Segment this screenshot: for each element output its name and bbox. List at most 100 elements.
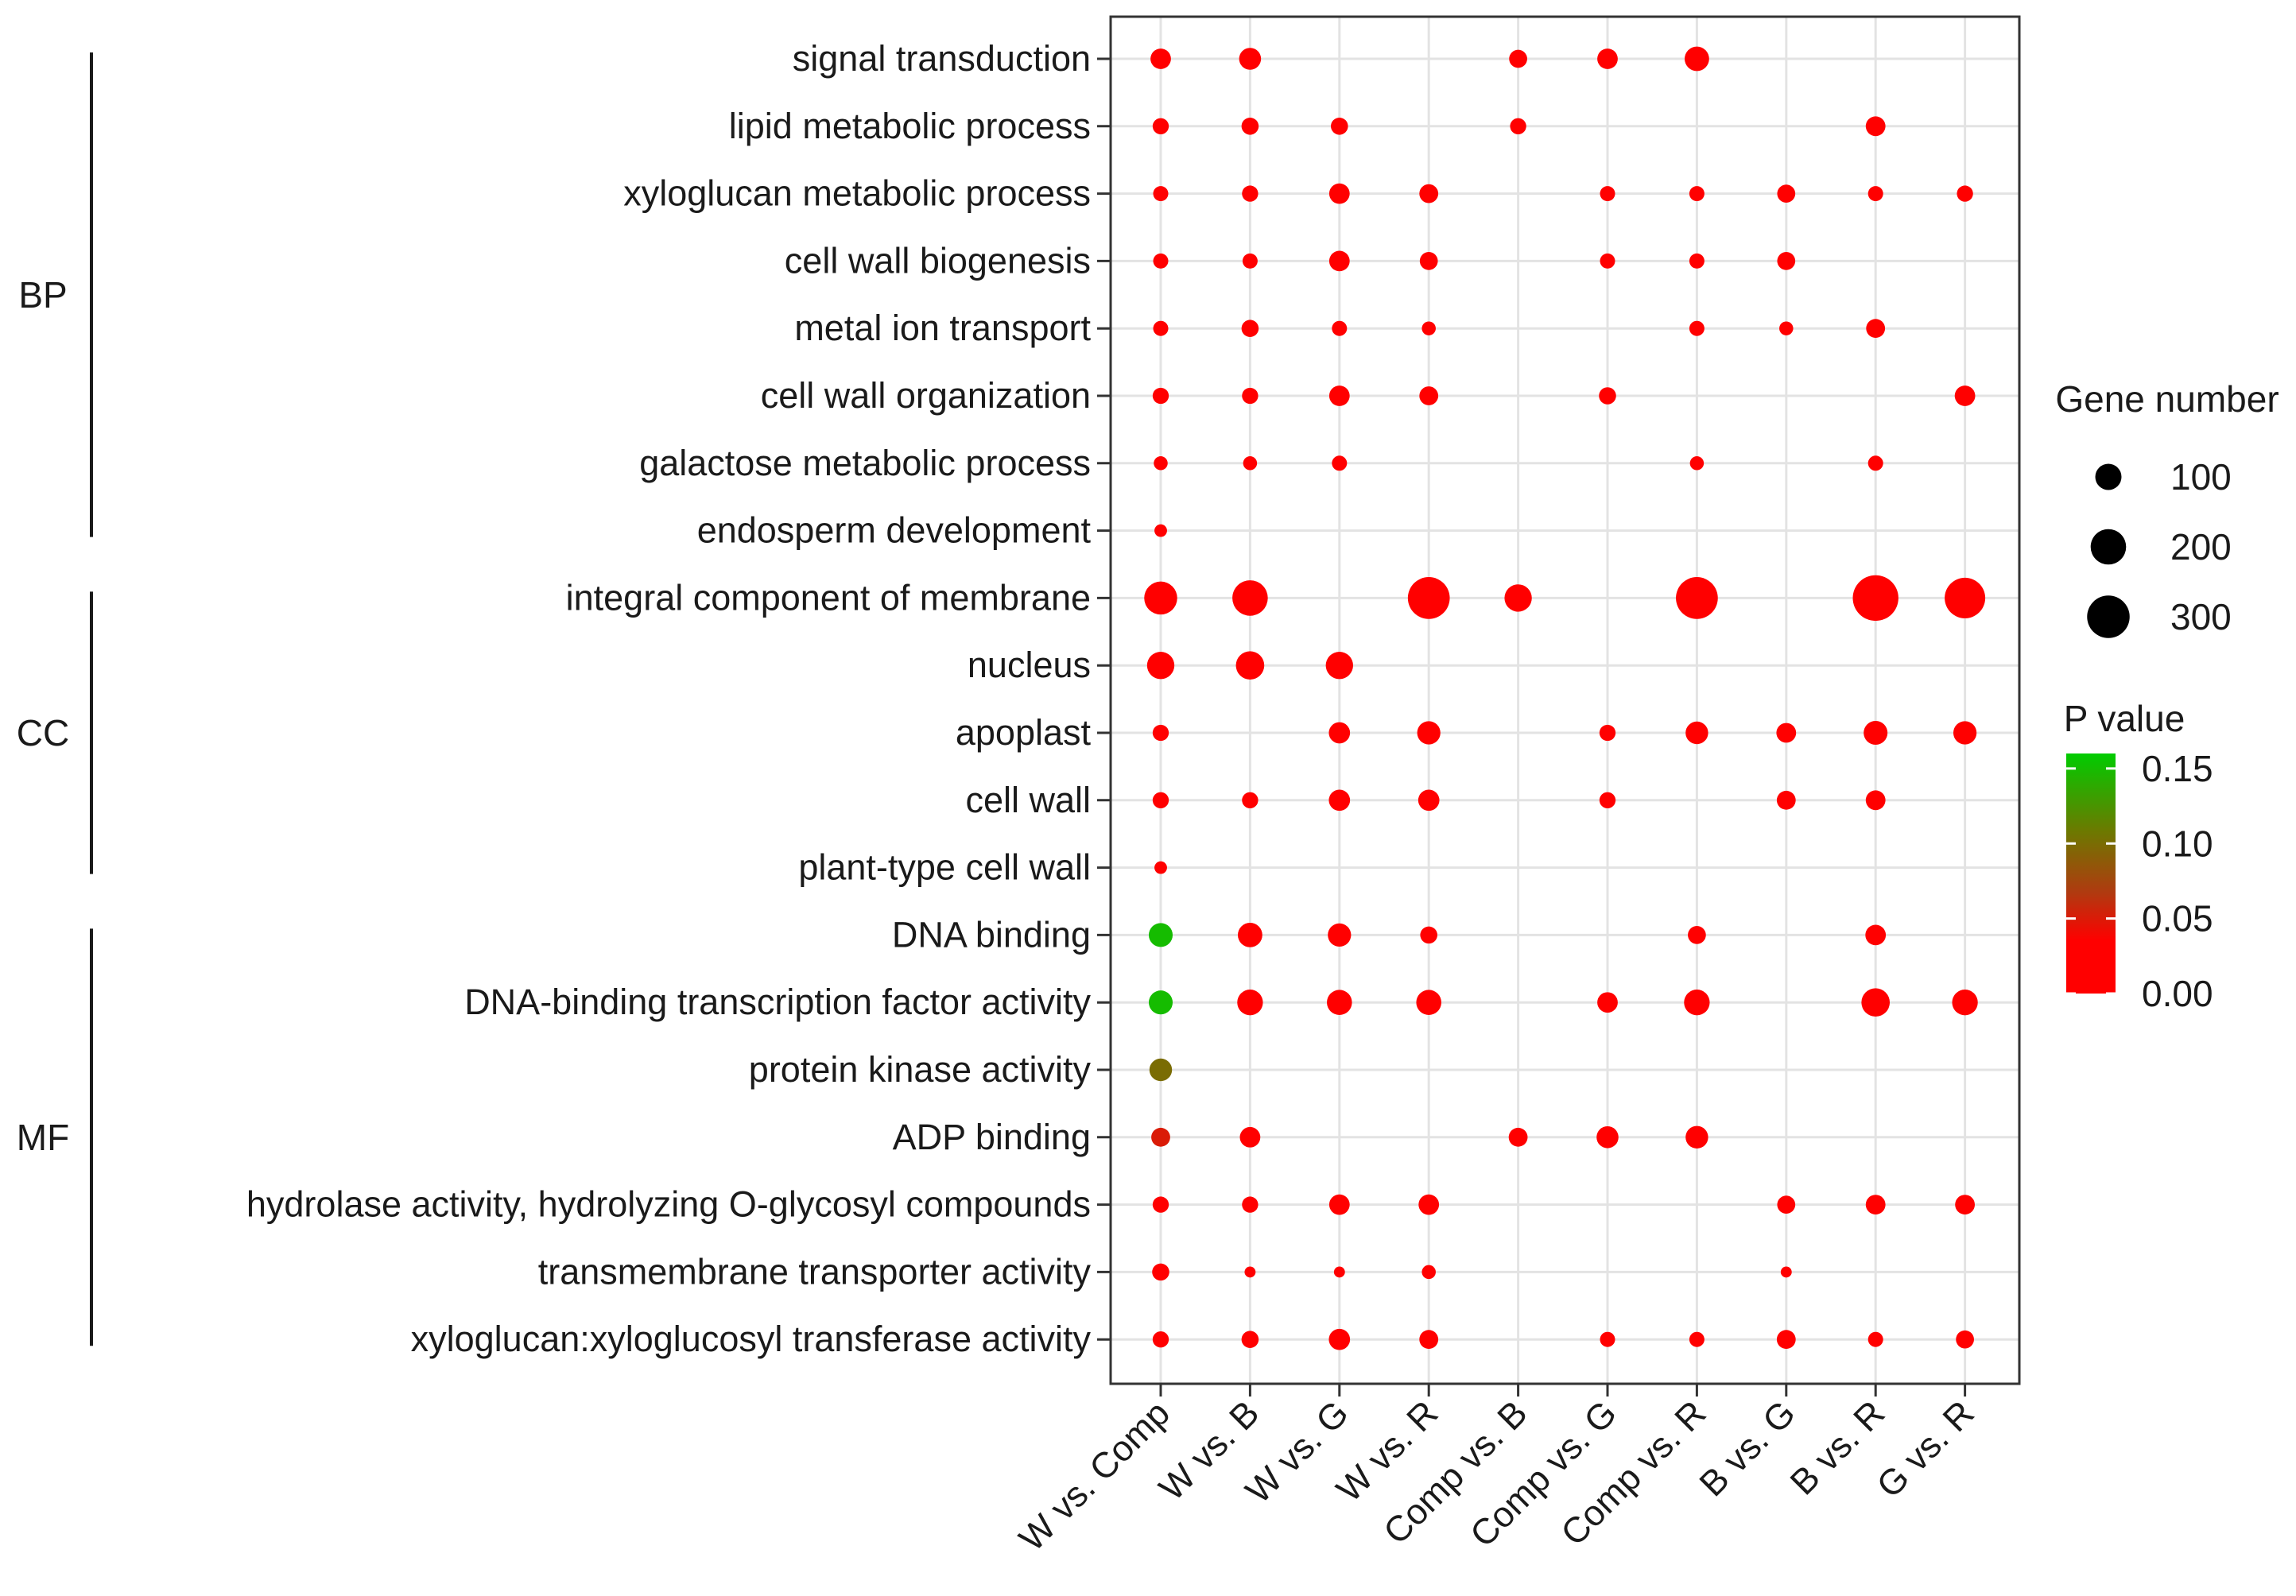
bubble-point bbox=[1407, 577, 1450, 619]
bubble-point bbox=[1421, 321, 1436, 335]
bubble-point bbox=[1148, 990, 1173, 1015]
bubble-point bbox=[1865, 790, 1886, 811]
bubble-point bbox=[1152, 792, 1169, 808]
bubble-point bbox=[1865, 924, 1887, 946]
y-tick-label: apoplast bbox=[956, 712, 1092, 753]
bubble-point bbox=[1148, 923, 1173, 947]
size-legend-key bbox=[2090, 529, 2127, 565]
bubble-point bbox=[1420, 926, 1437, 944]
group-label: CC bbox=[17, 712, 69, 753]
bubble-point bbox=[1328, 1328, 1351, 1350]
group-label: BP bbox=[18, 274, 67, 316]
bubble-point bbox=[1418, 789, 1440, 812]
bubble-point bbox=[1954, 385, 1976, 406]
y-tick-label: protein kinase activity bbox=[749, 1049, 1092, 1090]
size-legend-label: 200 bbox=[2170, 526, 2232, 568]
bubble-point bbox=[1867, 455, 1883, 471]
bubble-point bbox=[1237, 922, 1262, 947]
bubble-point bbox=[1153, 253, 1169, 269]
bubble-point bbox=[1242, 1196, 1259, 1213]
bubble-point bbox=[1945, 577, 1986, 618]
bubble-point bbox=[1777, 1195, 1796, 1214]
bubble-point bbox=[1952, 990, 1978, 1016]
bubble-point bbox=[1152, 724, 1169, 742]
bubble-point bbox=[1328, 1194, 1350, 1215]
bubble-point bbox=[1149, 1058, 1173, 1082]
bubble-point bbox=[1327, 990, 1352, 1015]
y-tick-label: DNA-binding transcription factor activit… bbox=[464, 982, 1091, 1022]
bubble-point bbox=[1600, 186, 1615, 202]
bubble-point bbox=[1232, 580, 1268, 616]
bubble-point bbox=[1144, 581, 1177, 615]
bubble-point bbox=[1239, 1126, 1261, 1148]
bubble-point bbox=[1328, 183, 1350, 204]
y-tick-label: galactose metabolic process bbox=[639, 443, 1091, 483]
bubble-point bbox=[1328, 250, 1350, 272]
bubble-point bbox=[1328, 789, 1351, 812]
bubble-point bbox=[1152, 118, 1169, 134]
bubble-point bbox=[1510, 118, 1526, 134]
color-legend-gradient-bar bbox=[2066, 753, 2116, 994]
bubble-point bbox=[1779, 321, 1794, 335]
bubble-point bbox=[1328, 923, 1352, 947]
bubble-point bbox=[1242, 253, 1258, 269]
bubble-point bbox=[1685, 1125, 1708, 1149]
y-tick-label: metal ion transport bbox=[794, 308, 1091, 348]
bubble-point bbox=[1600, 1331, 1615, 1347]
bubble-point bbox=[1776, 1330, 1796, 1350]
bubble-point bbox=[1676, 577, 1718, 619]
bubble-point bbox=[1150, 48, 1171, 69]
bubble-point bbox=[1504, 584, 1532, 612]
y-tick-label: cell wall organization bbox=[761, 375, 1091, 416]
bubble-point bbox=[1508, 1127, 1528, 1147]
bubble-point bbox=[1599, 724, 1616, 742]
bubble-point bbox=[1416, 990, 1441, 1015]
bubble-point bbox=[1852, 575, 1898, 622]
y-tick-label: plant-type cell wall bbox=[798, 847, 1091, 888]
y-tick-label: xyloglucan:xyloglucosyl transferase acti… bbox=[411, 1319, 1092, 1359]
y-tick-label: ADP binding bbox=[893, 1117, 1091, 1157]
bubble-point bbox=[1509, 49, 1527, 68]
bubble-point bbox=[1421, 1265, 1436, 1280]
bubble-point bbox=[1776, 790, 1796, 810]
bubble-point bbox=[1596, 1126, 1619, 1149]
bubble-point bbox=[1865, 1195, 1886, 1214]
color-legend-tick-label: 0.15 bbox=[2142, 748, 2213, 789]
bubble-point bbox=[1685, 721, 1708, 745]
y-axis-labels: signal transduction lipid metabolic proce… bbox=[246, 38, 1111, 1359]
bubble-point bbox=[1864, 720, 1888, 746]
bubble-point bbox=[1152, 1331, 1169, 1348]
bubble-point bbox=[1153, 320, 1169, 336]
bubble-point bbox=[1776, 722, 1797, 743]
bubble-point bbox=[1244, 1266, 1256, 1278]
color-legend-title: P value bbox=[2064, 698, 2185, 739]
bubble-point bbox=[1328, 722, 1351, 744]
bubble-point bbox=[1419, 252, 1438, 270]
size-legend-title: Gene number bbox=[2055, 378, 2279, 420]
y-tick-label: hydrolase activity, hydrolyzing O-glycos… bbox=[246, 1184, 1091, 1225]
bubble-point bbox=[1242, 792, 1259, 808]
y-tick-label: DNA binding bbox=[892, 914, 1091, 955]
bubble-point bbox=[1861, 988, 1891, 1017]
bubble-point bbox=[1689, 320, 1705, 336]
bubble-point bbox=[1599, 387, 1616, 405]
color-legend-tick-label: 0.10 bbox=[2142, 823, 2213, 864]
bubble-point bbox=[1154, 861, 1167, 874]
bubble-point bbox=[1597, 992, 1618, 1013]
bubble-point bbox=[1867, 1331, 1883, 1347]
bubble-point bbox=[1328, 385, 1350, 406]
bubble-point bbox=[1684, 46, 1709, 72]
bubble-point bbox=[1239, 48, 1262, 70]
grid-lines bbox=[1111, 17, 2019, 1384]
bubble-point bbox=[1777, 252, 1796, 270]
bubble-point bbox=[1780, 1266, 1792, 1278]
y-tick-label: nucleus bbox=[968, 645, 1091, 685]
bubble-point bbox=[1689, 186, 1705, 202]
bubble-point bbox=[1955, 1195, 1975, 1214]
color-legend-tick-label: 0.00 bbox=[2142, 973, 2213, 1014]
bubble-point bbox=[1146, 652, 1175, 680]
bubble-point bbox=[1152, 1263, 1169, 1281]
bubble-point bbox=[1956, 1330, 1974, 1349]
bubble-point bbox=[1241, 1331, 1259, 1348]
bubble-point bbox=[1865, 116, 1886, 137]
